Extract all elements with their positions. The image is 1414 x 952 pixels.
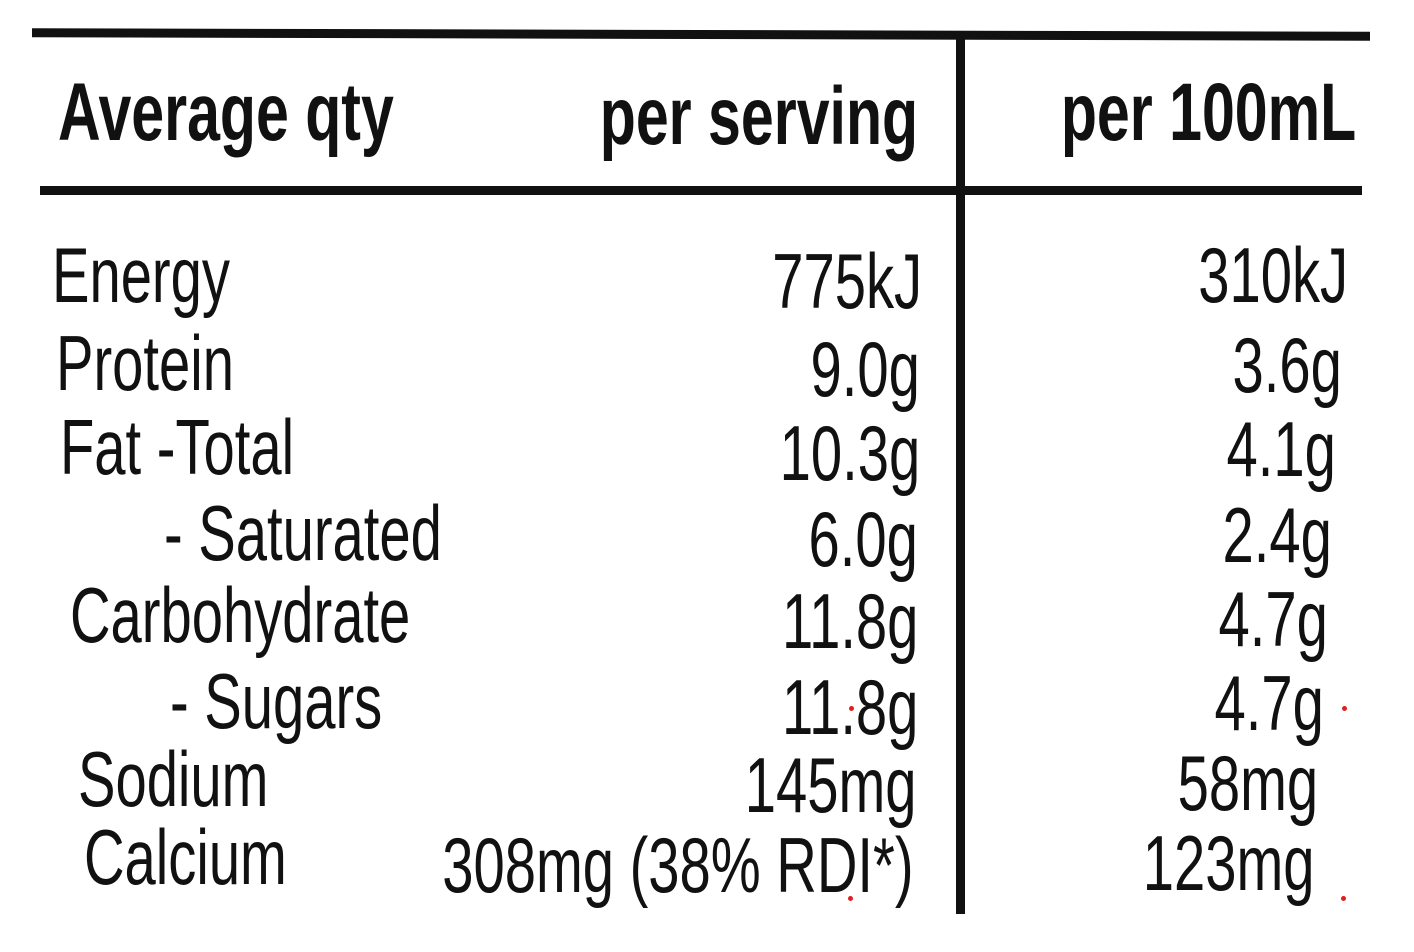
- marker-dot: [849, 706, 854, 711]
- top-rule: [31, 28, 1371, 41]
- value-per-serving: 145mg: [744, 741, 916, 829]
- nutrient-name: Calcium: [84, 813, 287, 901]
- value-per-serving: 308mg (38% RDI*): [442, 821, 914, 909]
- value-per-100ml: 123mg: [1142, 819, 1314, 907]
- nutrient-name: Protein: [56, 319, 234, 407]
- value-per-serving: 9.0g: [810, 325, 920, 413]
- marker-dot: [1342, 706, 1347, 711]
- nutrient-name: Sodium: [78, 735, 269, 823]
- nutrient-name: - Sugars: [170, 657, 383, 745]
- value-per-100ml: 4.7g: [1214, 659, 1324, 747]
- value-per-100ml: 58mg: [1177, 739, 1318, 827]
- nutrient-name: Carbohydrate: [70, 571, 411, 659]
- value-per-100ml: 310kJ: [1198, 231, 1348, 319]
- nutrient-name: Fat -Total: [60, 403, 295, 491]
- value-per-100ml: 3.6g: [1232, 321, 1342, 409]
- nutrient-name: Energy: [52, 231, 230, 319]
- marker-dot: [848, 896, 853, 901]
- marker-dot: [1341, 896, 1346, 901]
- column-divider: [956, 34, 965, 914]
- nutrient-name: - Saturated: [164, 489, 442, 577]
- header-per-serving: per serving: [599, 71, 918, 162]
- header-rule: [40, 186, 1362, 195]
- value-per-serving: 10.3g: [779, 409, 920, 497]
- header-per-100ml: per 100mL: [1060, 67, 1356, 158]
- header-average-qty: Average qty: [58, 67, 394, 158]
- value-per-100ml: 2.4g: [1222, 491, 1332, 579]
- value-per-serving: 11.8g: [781, 577, 918, 665]
- value-per-100ml: 4.1g: [1226, 405, 1336, 493]
- value-per-serving: 775kJ: [772, 237, 922, 325]
- value-per-serving: 6.0g: [808, 495, 918, 583]
- value-per-100ml: 4.7g: [1218, 575, 1328, 663]
